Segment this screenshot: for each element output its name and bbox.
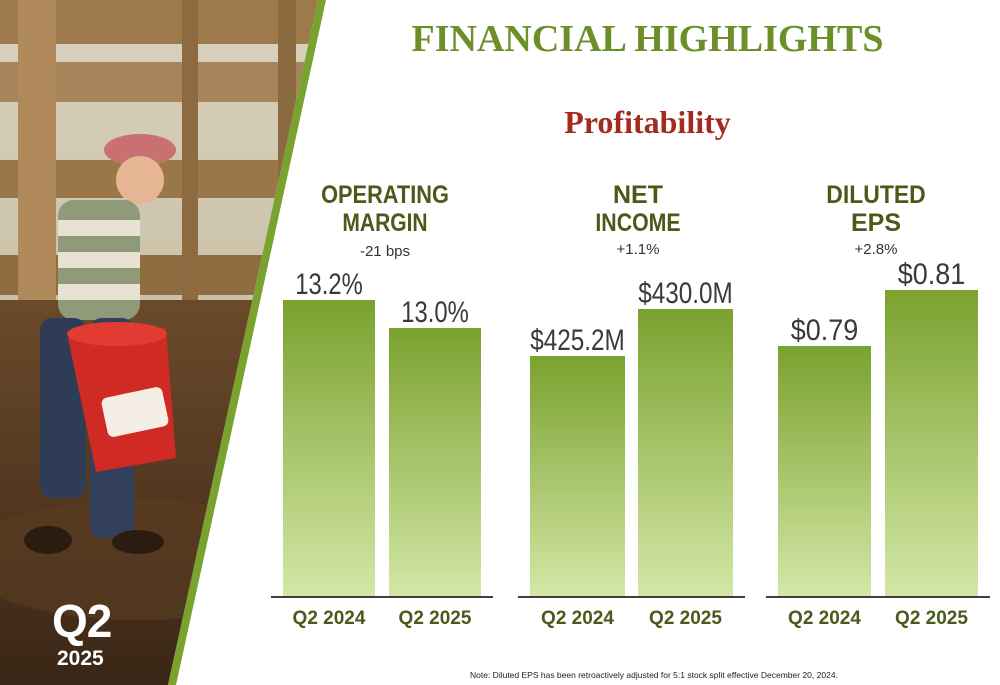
chart-2-title-line-1: NET: [613, 181, 663, 209]
chart-2-bar-2: [638, 309, 733, 596]
chart-1-bar-2: [389, 328, 481, 596]
chart-2-value-label-2: $430.0M: [638, 277, 733, 310]
chart-1-title-line-2: MARGIN: [342, 209, 427, 237]
chart-3-category-label-2: Q2 2025: [895, 608, 968, 629]
chart-2-category-label-2: Q2 2025: [649, 608, 722, 629]
chart-1-value-label-1: 13.2%: [295, 268, 363, 301]
chart-3-title-line-1: DILUTED: [826, 181, 925, 209]
chart-2-bar-1: [530, 356, 625, 596]
chart-2-value-label-1: $425.2M: [530, 324, 625, 357]
chart-1-title-line-1: OPERATING: [321, 181, 449, 209]
year-label: 2025: [57, 647, 104, 670]
chart-1-category-label-1: Q2 2024: [293, 608, 366, 629]
chart-2-change: +1.1%: [617, 241, 660, 258]
chart-2-title-line-2: INCOME: [595, 209, 680, 237]
page-title: FINANCIAL HIGHLIGHTS: [411, 18, 884, 60]
chart-3-category-label-1: Q2 2024: [788, 608, 861, 629]
chart-3-value-label-2: $0.81: [898, 258, 966, 291]
footnote: Note: Diluted EPS has been retroactively…: [470, 670, 838, 680]
chart-3-bar-1: [778, 346, 871, 596]
chart-3-bar-2: [885, 290, 978, 596]
chart-3-change: +2.8%: [855, 241, 898, 258]
chart-2-category-label-1: Q2 2024: [541, 608, 614, 629]
divider-stripe: [168, 0, 326, 685]
farm-photo: [0, 0, 326, 685]
chart-3-title-line-2: EPS: [851, 209, 901, 237]
section-subtitle: Profitability: [564, 104, 731, 140]
quarter-label: Q2: [52, 595, 112, 647]
photo-panel: Q2 2025: [0, 0, 330, 685]
chart-1-bar-1: [283, 300, 375, 596]
chart-1-category-label-2: Q2 2025: [399, 608, 472, 629]
chart-1-value-label-2: 13.0%: [401, 296, 469, 329]
chart-1-change: -21 bps: [360, 243, 410, 260]
chart-3-value-label-1: $0.79: [791, 314, 859, 347]
